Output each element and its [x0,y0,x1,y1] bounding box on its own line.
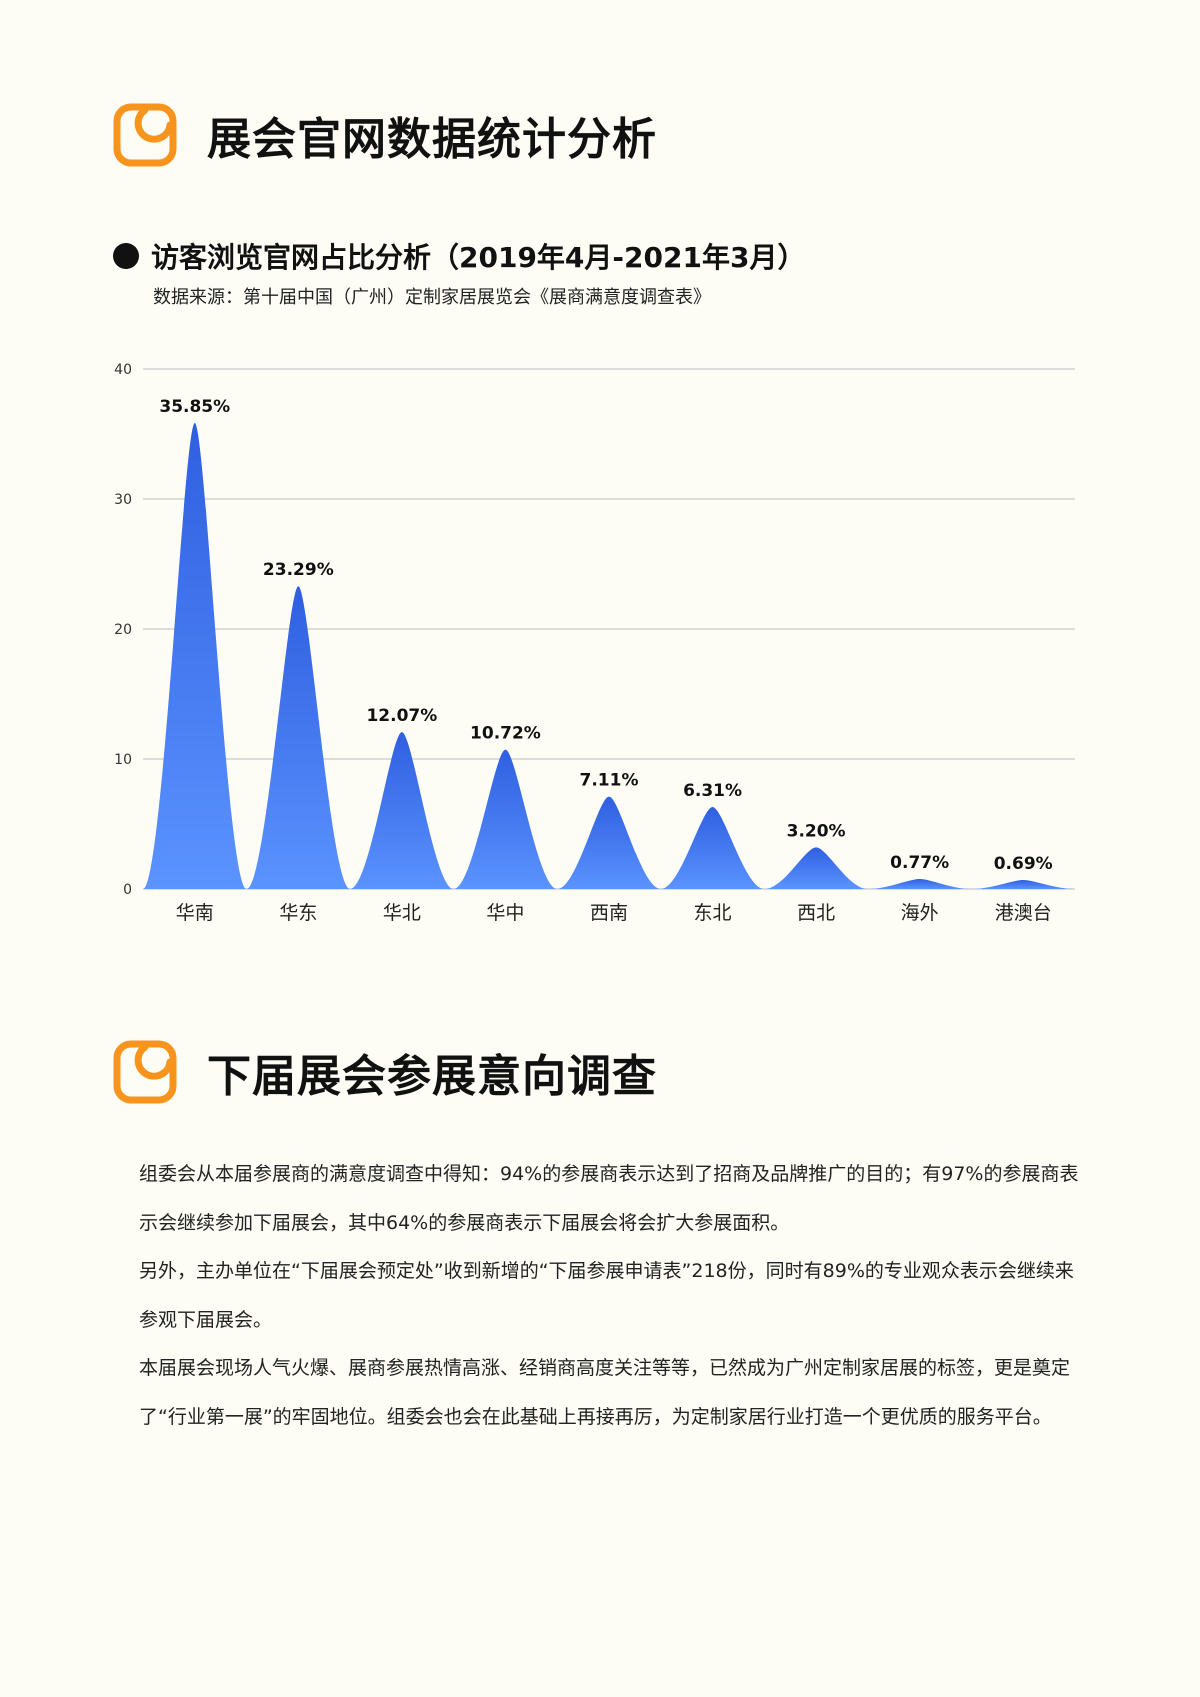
chart-heading: 访客浏览官网占比分析（2019年4月-2021年3月） [113,236,805,276]
data-label: 0.77% [890,853,949,873]
bar-9 [971,880,1075,889]
data-label: 0.69% [994,854,1053,874]
survey-text: 组委会从本届参展商的满意度调查中得知：94%的参展商表示达到了招商及品牌推广的目… [139,1150,1079,1441]
chart-grid: 0 10 20 30 40 [114,362,1075,898]
bar-chart: 0 10 20 30 40 35.85% 华南 23.29% 华东 12.07% 华北 10.72%… [114,362,1075,924]
y-tick-label: 20 [114,622,132,638]
x-tick-label: 港澳台 [995,902,1052,924]
y-tick-label: 10 [114,752,132,768]
chart-labels: 35.85% 华南 23.29% 华东 12.07% 华北 10.72% 华中 7.11% 西南 6… [159,397,1052,924]
bar-5 [557,796,661,889]
chart-title: 访客浏览官网占比分析（2019年4月-2021年3月） [151,241,806,274]
chart-source: 数据来源：第十届中国（广州）定制家居展览会《展商满意度调查表》 [153,287,711,308]
data-label: 35.85% [159,397,230,417]
paragraph: 本届展会现场人气火爆、展商参展热情高涨、经销商高度关注等等，已然成为广州定制家居… [139,1357,1071,1428]
x-tick-label: 华南 [176,902,214,924]
y-tick-label: 0 [123,882,132,898]
bar-1 [143,422,247,889]
paragraph: 另外，主办单位在“下届展会预定处”收到新增的“下届参展申请表”218份，同时有8… [139,1260,1074,1331]
x-tick-label: 华东 [279,902,317,924]
x-tick-label: 华中 [486,902,524,924]
bar-3 [350,732,454,889]
y-tick-label: 40 [114,362,132,378]
data-label: 6.31% [683,781,742,801]
data-label: 3.20% [787,821,846,841]
y-tick-label: 30 [114,492,132,508]
bar-2 [246,586,351,889]
orange-rounded-square-logo-icon [113,1040,177,1104]
orange-rounded-square-logo-icon [113,103,177,167]
section-title: 下届展会参展意向调查 [207,1051,657,1102]
section-header-survey: 下届展会参展意向调查 [113,1040,657,1104]
x-tick-label: 西南 [590,902,628,924]
data-label: 23.29% [263,560,334,580]
data-label: 10.72% [470,724,541,744]
bullet-dot [113,243,139,269]
bar-8 [867,878,972,889]
x-tick-label: 海外 [901,902,939,924]
x-tick-label: 华北 [383,902,421,924]
paragraph: 组委会从本届参展商的满意度调查中得知：94%的参展商表示达到了招商及品牌推广的目… [139,1163,1079,1234]
section-title: 展会官网数据统计分析 [207,114,657,165]
bar-6 [660,806,765,889]
x-tick-label: 东北 [694,902,732,924]
bar-4 [453,749,558,889]
data-label: 7.11% [580,771,639,791]
data-label: 12.07% [366,706,437,726]
section-header-stats: 展会官网数据统计分析 [113,103,657,167]
x-tick-label: 西北 [797,902,835,924]
bar-7 [764,847,868,889]
chart-peaks [143,422,1075,889]
